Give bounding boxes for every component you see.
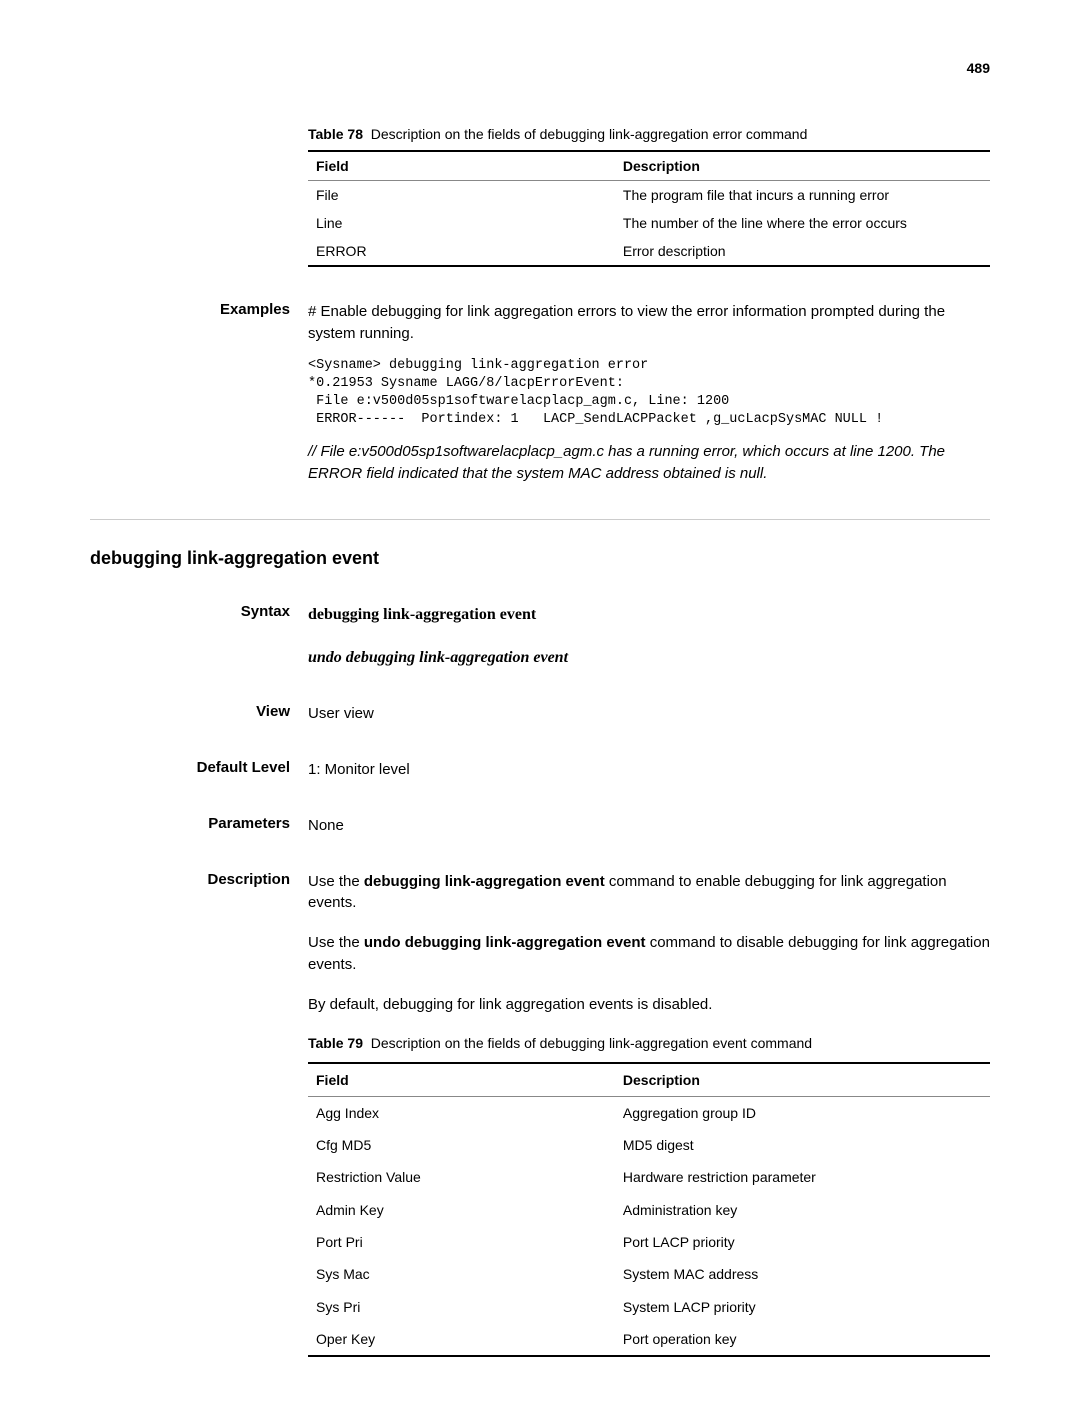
- divider: [90, 519, 990, 520]
- description-content: Use the debugging link-aggregation event…: [308, 871, 990, 1358]
- table79: Field Description Agg IndexAggregation g…: [308, 1062, 990, 1358]
- description-label: Description: [90, 871, 308, 1358]
- table78-caption: Table 78 Description on the fields of de…: [308, 126, 990, 142]
- table-row: Oper KeyPort operation key: [308, 1323, 990, 1356]
- examples-label: Examples: [90, 301, 308, 485]
- description-p3: By default, debugging for link aggregati…: [308, 994, 990, 1016]
- view-section: View User view: [90, 703, 990, 725]
- table-row: Agg IndexAggregation group ID: [308, 1096, 990, 1129]
- table-row: Cfg MD5MD5 digest: [308, 1129, 990, 1161]
- table79-th-field: Field: [308, 1063, 615, 1097]
- table79-label: Table 79: [308, 1035, 363, 1051]
- examples-code: <Sysname> debugging link-aggregation err…: [308, 357, 990, 430]
- syntax-line1: debugging link-aggregation event: [308, 606, 536, 623]
- syntax-section: Syntax debugging link-aggregation event …: [90, 603, 990, 669]
- table78-th-desc: Description: [615, 151, 990, 181]
- table-row: Restriction ValueHardware restriction pa…: [308, 1161, 990, 1193]
- table-row: Sys PriSystem LACP priority: [308, 1291, 990, 1323]
- table-row: Admin KeyAdministration key: [308, 1194, 990, 1226]
- table-row: LineThe number of the line where the err…: [308, 209, 990, 237]
- view-label: View: [90, 703, 308, 725]
- table78-block: Table 78 Description on the fields of de…: [308, 126, 990, 267]
- command-heading: debugging link-aggregation event: [90, 548, 990, 569]
- examples-intro: # Enable debugging for link aggregation …: [308, 301, 990, 345]
- description-p1: Use the debugging link-aggregation event…: [308, 871, 990, 915]
- default-level-value: 1: Monitor level: [308, 759, 990, 781]
- page: 489 Table 78 Description on the fields o…: [0, 0, 1080, 1417]
- table78-th-field: Field: [308, 151, 615, 181]
- syntax-content: debugging link-aggregation event undo de…: [308, 603, 990, 669]
- table-row: ERRORError description: [308, 237, 990, 266]
- parameters-value: None: [308, 815, 990, 837]
- table78: Field Description FileThe program file t…: [308, 150, 990, 267]
- page-number: 489: [90, 60, 990, 76]
- table79-th-desc: Description: [615, 1063, 990, 1097]
- description-p2: Use the undo debugging link-aggregation …: [308, 932, 990, 976]
- syntax-line2: undo debugging link-aggregation event: [308, 646, 990, 669]
- default-level-section: Default Level 1: Monitor level: [90, 759, 990, 781]
- view-value: User view: [308, 703, 990, 725]
- examples-section: Examples # Enable debugging for link agg…: [90, 301, 990, 485]
- table78-label: Table 78: [308, 126, 363, 142]
- table-row: Sys MacSystem MAC address: [308, 1258, 990, 1290]
- table-row: Port PriPort LACP priority: [308, 1226, 990, 1258]
- syntax-label: Syntax: [90, 603, 308, 669]
- parameters-section: Parameters None: [90, 815, 990, 837]
- default-level-label: Default Level: [90, 759, 308, 781]
- table79-caption-text: Description on the fields of debugging l…: [371, 1035, 812, 1051]
- parameters-label: Parameters: [90, 815, 308, 837]
- table79-caption: Table 79 Description on the fields of de…: [308, 1033, 990, 1053]
- examples-note: // File e:v500d05sp1softwarelacplacp_agm…: [308, 441, 990, 485]
- description-section: Description Use the debugging link-aggre…: [90, 871, 990, 1358]
- examples-content: # Enable debugging for link aggregation …: [308, 301, 990, 485]
- table-row: FileThe program file that incurs a runni…: [308, 181, 990, 210]
- table78-caption-text: Description on the fields of debugging l…: [371, 126, 808, 142]
